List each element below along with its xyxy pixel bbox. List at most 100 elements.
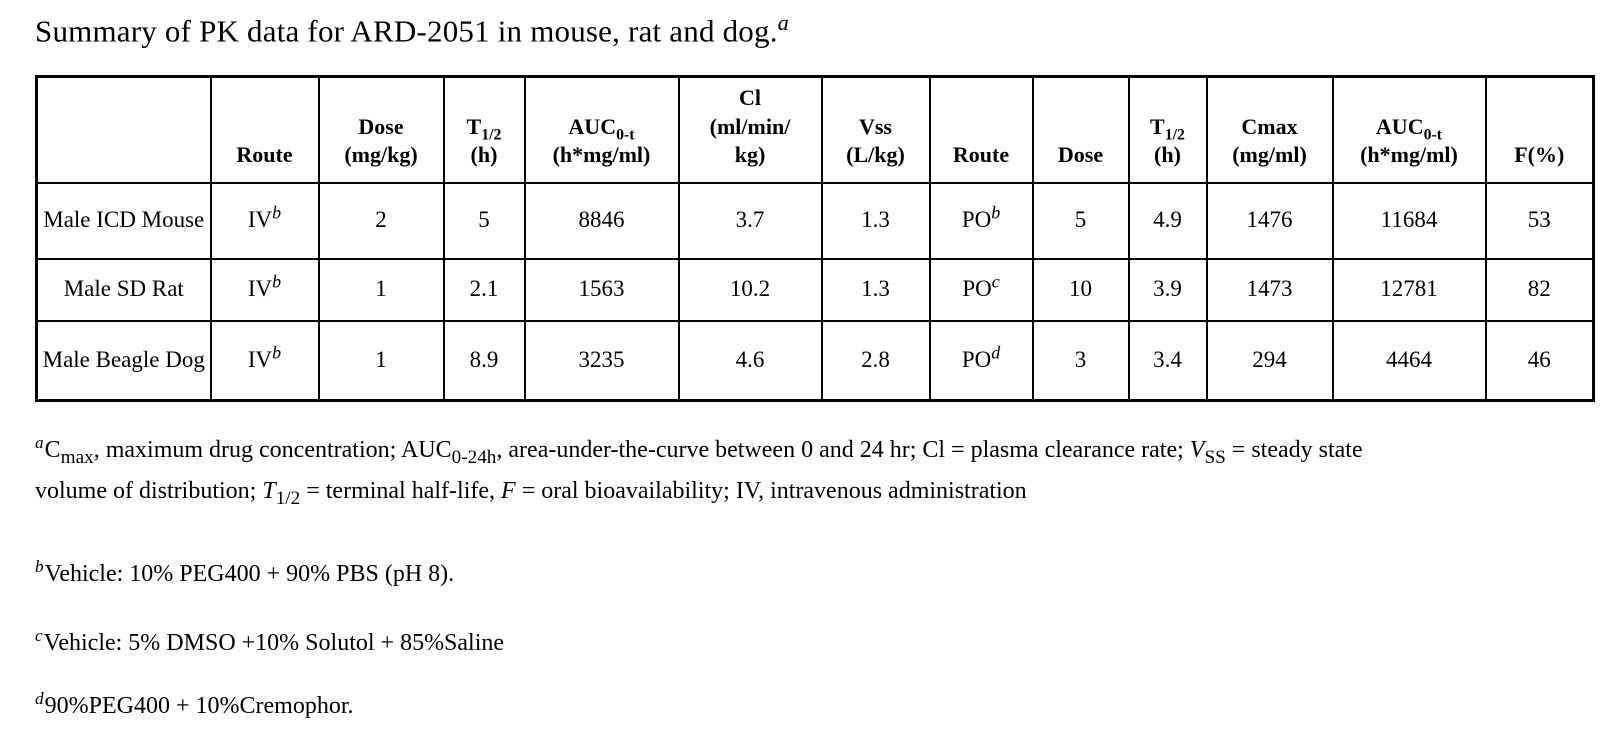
cell-route-po: POc bbox=[928, 257, 1034, 322]
header-cmax-main: Cmax bbox=[1241, 113, 1298, 139]
header-route-po: Route bbox=[928, 75, 1034, 184]
footnote-a-sub-auc: 0-24h bbox=[451, 447, 497, 469]
footnote-a-text: volume of distribution; bbox=[35, 478, 263, 505]
footnotes-section: aCmax, maximum drug concentration; AUC0-… bbox=[35, 430, 1592, 726]
footnote-d-label: d bbox=[35, 688, 44, 708]
header-dose-iv: Dose (mg/kg) bbox=[317, 75, 445, 184]
footnote-a-text: = terminal half-life, bbox=[300, 478, 502, 505]
cell-cl: 10.2 bbox=[677, 257, 823, 322]
footnote-b-label: b bbox=[35, 556, 44, 576]
route-iv-value: IV bbox=[247, 347, 273, 373]
header-route-iv-label: Route bbox=[236, 142, 293, 168]
footnote-a-text: C bbox=[44, 437, 61, 464]
cell-cmax: 294 bbox=[1205, 319, 1334, 402]
cell-cl: 4.6 bbox=[677, 319, 823, 402]
cell-route-po: POd bbox=[928, 319, 1034, 402]
header-auc-iv-sub: 0-t bbox=[616, 126, 635, 144]
header-thalf-po-unit: (h) bbox=[1154, 142, 1181, 168]
header-thalf-po: T1/2 (h) bbox=[1127, 75, 1208, 184]
footnote-a-f-symbol: F bbox=[501, 478, 516, 505]
footnote-a-text: , area-under-the-curve between 0 and 24 … bbox=[496, 437, 1190, 464]
cell-route-iv: IVb bbox=[209, 319, 320, 402]
footnote-a-sub-vss: SS bbox=[1204, 447, 1226, 469]
header-thalf-iv-main: T bbox=[466, 113, 482, 139]
cell-dose-iv: 2 bbox=[317, 181, 445, 260]
cell-route-iv: IVb bbox=[209, 181, 320, 260]
cell-cmax: 1473 bbox=[1205, 257, 1334, 322]
header-auc-iv: AUC0-t (h*mg/ml) bbox=[523, 75, 680, 184]
table-title: Summary of PK data for ARD-2051 in mouse… bbox=[35, 10, 1592, 49]
header-auc-po-sub: 0-t bbox=[1423, 126, 1443, 144]
footnote-a: aCmax, maximum drug concentration; AUC0-… bbox=[35, 430, 1595, 512]
route-po-value: PO bbox=[962, 276, 992, 302]
header-cmax: Cmax (mg/ml) bbox=[1205, 75, 1334, 184]
cell-route-iv: IVb bbox=[209, 257, 320, 322]
cell-f-percent: 53 bbox=[1484, 181, 1595, 260]
cell-auc-po: 4464 bbox=[1331, 319, 1487, 402]
cell-f-percent: 82 bbox=[1484, 257, 1595, 322]
footnote-a-text: , maximum drug concentration; AUC bbox=[93, 437, 452, 464]
header-route-iv: Route bbox=[209, 75, 320, 184]
cell-vss: 1.3 bbox=[820, 257, 931, 322]
cell-f-percent: 46 bbox=[1484, 319, 1595, 402]
header-thalf-po-sub: 1/2 bbox=[1164, 126, 1185, 144]
route-po-footnote-ref: d bbox=[991, 342, 1001, 363]
header-dose-po: Dose bbox=[1031, 75, 1130, 184]
footnote-b-text: Vehicle: 10% PEG400 + 90% PBS (pH 8). bbox=[44, 560, 455, 587]
cell-species: Male Beagle Dog bbox=[35, 319, 212, 402]
footnote-a-vss-symbol: V bbox=[1189, 437, 1205, 464]
cell-dose-iv: 1 bbox=[317, 319, 445, 402]
cell-thalf-po: 3.4 bbox=[1127, 319, 1208, 402]
title-footnote-ref: a bbox=[777, 10, 790, 35]
route-po-footnote-ref: b bbox=[991, 202, 1001, 223]
footnote-a-label: a bbox=[35, 433, 44, 453]
cell-species: Male SD Rat bbox=[35, 257, 212, 322]
footnote-a-thalf-symbol: T bbox=[262, 478, 276, 505]
header-dose-iv-main: Dose bbox=[358, 113, 404, 139]
cell-dose-iv: 1 bbox=[317, 257, 445, 322]
cell-thalf-iv: 8.9 bbox=[442, 319, 526, 402]
cell-cl: 3.7 bbox=[677, 181, 823, 260]
cell-thalf-po: 4.9 bbox=[1127, 181, 1208, 260]
header-cl-main: Cl bbox=[739, 85, 761, 111]
table-row-rat: Male SD Rat IVb 1 2.1 1563 10.2 1.3 POc … bbox=[35, 257, 1595, 322]
table-title-text: Summary of PK data for ARD-2051 in mouse… bbox=[35, 13, 778, 49]
header-cl-unit1: (ml/min/ bbox=[709, 113, 791, 139]
footnote-c: cVehicle: 5% DMSO +10% Solutol + 85%Sali… bbox=[35, 623, 1592, 664]
header-cl: Cl (ml/min/kg) bbox=[677, 75, 823, 184]
header-cmax-unit: (mg/ml) bbox=[1232, 142, 1307, 168]
cell-vss: 1.3 bbox=[820, 181, 931, 260]
footnote-a-sub-thalf: 1/2 bbox=[275, 487, 301, 509]
route-po-footnote-ref: c bbox=[991, 271, 1000, 292]
cell-thalf-po: 3.9 bbox=[1127, 257, 1208, 322]
cell-dose-po: 3 bbox=[1031, 319, 1130, 402]
header-auc-po: AUC0-t (h*mg/ml) bbox=[1331, 75, 1487, 184]
header-auc-po-main: AUC bbox=[1375, 113, 1424, 139]
header-route-po-label: Route bbox=[952, 142, 1010, 168]
cell-thalf-iv: 5 bbox=[442, 181, 526, 260]
cell-dose-po: 5 bbox=[1031, 181, 1130, 260]
cell-auc-po: 11684 bbox=[1331, 181, 1487, 260]
route-po-value: PO bbox=[961, 207, 992, 233]
header-auc-iv-main: AUC bbox=[568, 113, 617, 139]
header-vss: Vss (L/kg) bbox=[820, 75, 931, 184]
footnote-a-text: = oral bioavailability; IV, intravenous … bbox=[515, 478, 1027, 505]
route-iv-footnote-ref: b bbox=[272, 271, 282, 292]
cell-thalf-iv: 2.1 bbox=[442, 257, 526, 322]
header-row: Route Dose (mg/kg) T1/2 (h) AUC0-t (h*mg/ml… bbox=[35, 75, 1595, 184]
route-iv-value: IV bbox=[247, 276, 273, 302]
pk-data-table: Route Dose (mg/kg) T1/2 (h) AUC0-t (h*mg/ml… bbox=[35, 75, 1595, 403]
header-species bbox=[35, 75, 212, 184]
cell-cmax: 1476 bbox=[1205, 181, 1334, 260]
header-thalf-iv: T1/2 (h) bbox=[442, 75, 526, 184]
footnote-c-label: c bbox=[35, 625, 43, 645]
header-dose-iv-unit: (mg/kg) bbox=[344, 142, 418, 168]
footnote-d: d90%PEG400 + 10%Cremophor. bbox=[35, 686, 1592, 727]
cell-auc-po: 12781 bbox=[1331, 257, 1487, 322]
header-thalf-iv-unit: (h) bbox=[470, 142, 498, 168]
header-cl-unit2: kg) bbox=[734, 142, 766, 168]
route-iv-footnote-ref: b bbox=[272, 342, 282, 363]
header-vss-main: Vss bbox=[858, 113, 892, 139]
header-auc-iv-unit: (h*mg/ml) bbox=[552, 142, 651, 168]
